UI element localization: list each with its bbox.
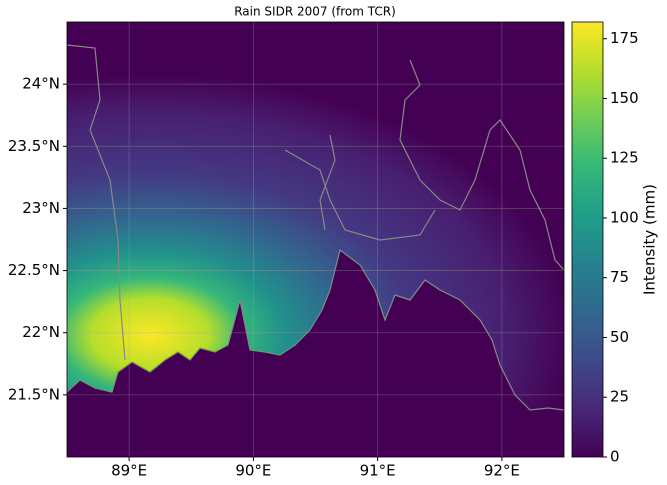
x-tick-label: 92°E <box>484 462 520 480</box>
colorbar <box>571 21 604 458</box>
x-tick-label: 90°E <box>235 462 271 480</box>
bay-of-bengal <box>67 250 564 457</box>
y-tick-label: 22.5°N <box>8 261 60 279</box>
plot-frame <box>66 21 565 458</box>
borders-rivers <box>67 44 564 361</box>
y-tick-label: 21.5°N <box>8 385 60 403</box>
y-tick-label: 24°N <box>22 75 60 93</box>
x-tick-label: 91°E <box>360 462 396 480</box>
colorbar-tick-label: 0 <box>610 448 620 466</box>
colorbar-tick-label: 50 <box>610 328 629 346</box>
colorbar-tick-label: 100 <box>610 208 639 226</box>
x-tick-label: 89°E <box>111 462 147 480</box>
coastline <box>67 248 564 411</box>
colorbar-label: Intensity (mm) <box>641 184 659 295</box>
colorbar-tick-label: 175 <box>610 29 639 47</box>
map <box>67 22 564 457</box>
chart-title: Rain SIDR 2007 (from TCR) <box>234 5 396 19</box>
y-tick-label: 22°N <box>22 323 60 341</box>
colorbar-tick-label: 150 <box>610 89 639 107</box>
colorbar-tick-label: 75 <box>610 268 629 286</box>
y-tick-label: 23.5°N <box>8 137 60 155</box>
y-tick-label: 23°N <box>22 199 60 217</box>
colorbar-tick-label: 125 <box>610 149 639 167</box>
colorbar-tick-label: 25 <box>610 388 629 406</box>
